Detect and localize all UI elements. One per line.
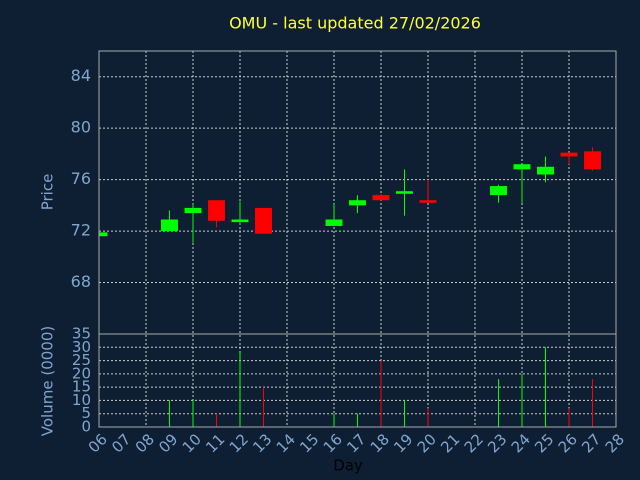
y-tick-label: 68 bbox=[71, 272, 91, 291]
candle-body bbox=[560, 152, 578, 157]
y2-tick-label: 0 bbox=[81, 418, 91, 436]
candle-body bbox=[99, 232, 108, 237]
candle-body bbox=[184, 207, 202, 214]
candle-body bbox=[255, 207, 272, 234]
y2-tick-label: 5 bbox=[81, 404, 91, 422]
candle-body bbox=[325, 219, 343, 226]
candle-body bbox=[372, 195, 390, 201]
y2-tick-label: 20 bbox=[72, 364, 91, 382]
candle-body bbox=[349, 200, 366, 206]
y2-tick-label: 25 bbox=[72, 351, 91, 369]
y2-tick-label: 15 bbox=[72, 378, 91, 396]
candle-body bbox=[208, 200, 225, 221]
y2-tick-label: 30 bbox=[72, 338, 91, 356]
y-tick-label: 80 bbox=[71, 118, 91, 137]
y2-axis-label: Volume (0000) bbox=[39, 326, 57, 436]
y2-tick-label: 35 bbox=[72, 325, 91, 343]
candle-body bbox=[513, 164, 531, 170]
plot-frame bbox=[98, 50, 617, 428]
candle-body bbox=[537, 166, 554, 175]
candle-body bbox=[161, 219, 178, 232]
candle-body bbox=[490, 186, 507, 196]
y-tick-label: 84 bbox=[71, 66, 91, 85]
y-tick-label: 72 bbox=[71, 221, 91, 240]
candle-body bbox=[584, 151, 601, 170]
candle-body bbox=[396, 191, 413, 194]
y-tick-label: 76 bbox=[71, 169, 91, 188]
y2-tick-label: 10 bbox=[72, 391, 91, 409]
chart-title: OMU - last updated 27/02/2026 bbox=[229, 14, 481, 33]
y-axis-label: Price bbox=[39, 174, 57, 211]
x-axis-label: Day bbox=[333, 457, 363, 475]
candle-body bbox=[231, 219, 249, 223]
candle-body bbox=[419, 200, 437, 203]
